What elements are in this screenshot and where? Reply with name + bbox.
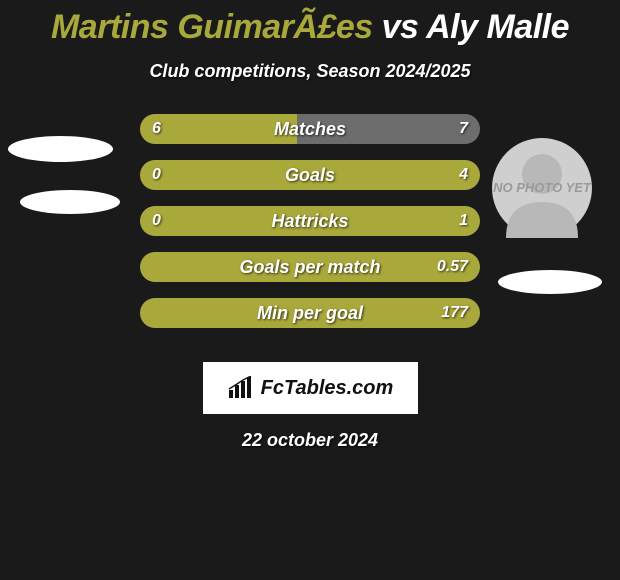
stat-value-right: 0.57: [437, 252, 468, 282]
comparison-area: 6Matches7 0Goals4 0Hattricks1 Goals per mat…: [0, 114, 620, 344]
team-left-ellipse-2: [20, 190, 120, 214]
stat-bar: 6Matches7: [140, 114, 480, 144]
chart-bars-icon: [227, 376, 255, 400]
fctables-logo[interactable]: FcTables.com: [203, 362, 418, 414]
date-text: 22 october 2024: [0, 430, 620, 451]
subtitle: Club competitions, Season 2024/2025: [0, 61, 620, 82]
player2-name: Aly Malle: [426, 8, 569, 46]
page-title: Martins GuimarÃ£es vs Aly Malle: [0, 8, 620, 47]
logo-text: FcTables.com: [261, 377, 394, 400]
vs-text: vs: [382, 8, 419, 46]
root: Martins GuimarÃ£es vs Aly Malle Club com…: [0, 0, 620, 451]
team-left-ellipse-1: [8, 136, 113, 162]
player-avatar-placeholder: NO PHOTO YET: [492, 138, 592, 238]
stat-label: Matches: [140, 114, 480, 144]
stat-label: Goals per match: [140, 252, 480, 282]
stat-label: Hattricks: [140, 206, 480, 236]
stat-value-right: 4: [459, 160, 468, 190]
stat-bar: 0Hattricks1: [140, 206, 480, 236]
team-right-ellipse: [498, 270, 602, 294]
stat-bar: 0Goals4: [140, 160, 480, 190]
stat-value-right: 177: [441, 298, 468, 328]
stat-bar: Goals per match0.57: [140, 252, 480, 282]
stat-bar: Min per goal177: [140, 298, 480, 328]
stat-bars: 6Matches7 0Goals4 0Hattricks1 Goals per mat…: [140, 114, 480, 344]
stat-label: Goals: [140, 160, 480, 190]
stat-value-right: 1: [459, 206, 468, 236]
stat-label: Min per goal: [140, 298, 480, 328]
player1-name: Martins GuimarÃ£es: [51, 8, 373, 46]
stat-value-right: 7: [459, 114, 468, 144]
avatar-no-photo-text: NO PHOTO YET: [493, 181, 591, 195]
